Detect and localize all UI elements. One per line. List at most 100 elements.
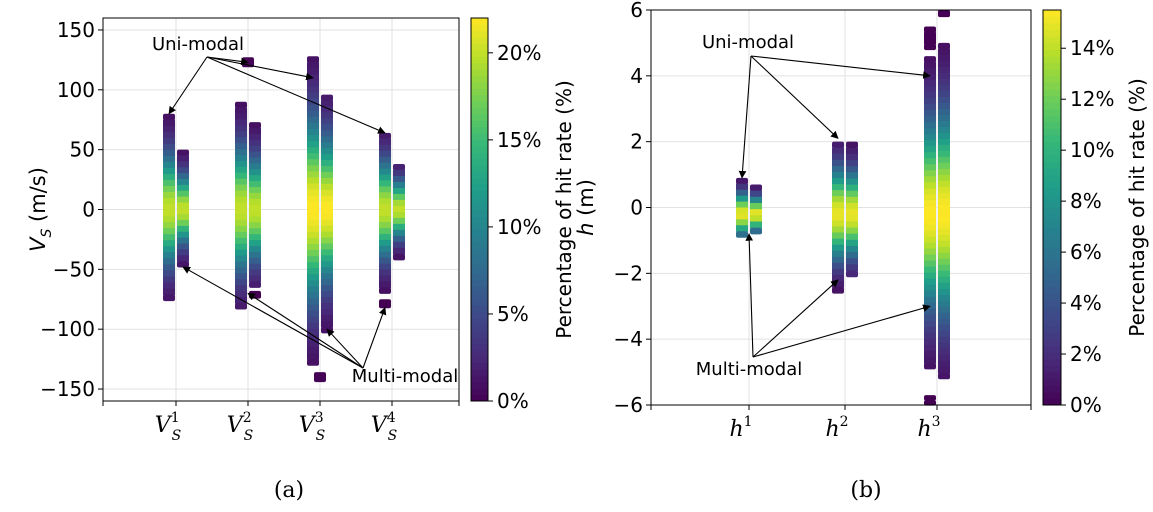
heat-cell xyxy=(938,186,950,194)
heat-cell xyxy=(938,168,950,176)
heat-cell xyxy=(938,102,950,110)
heat-cell xyxy=(321,130,333,137)
colorbar-segment xyxy=(1043,49,1061,57)
heat-cell xyxy=(307,128,319,136)
heat-cell xyxy=(924,284,936,292)
colorbar-segment xyxy=(1043,260,1061,268)
heat-cell xyxy=(846,141,858,149)
heat-cell xyxy=(938,90,950,98)
colorbar-segment xyxy=(1043,293,1061,301)
heat-cell xyxy=(379,180,391,187)
heat-cell xyxy=(235,149,247,156)
y-axis-label: VS (m/s) xyxy=(26,167,55,252)
colorbar-segment xyxy=(471,260,488,268)
heat-cell xyxy=(379,204,391,211)
colorbar-segment xyxy=(1043,36,1061,44)
heat-cell xyxy=(924,56,936,63)
heat-cell xyxy=(924,332,936,340)
heat-cell xyxy=(177,255,189,262)
panel-b: −6 −4 −2 0 2 4 6 h1 h2 h3 h (m) 0% 2% 4% 6% 8% 10% 12% 14%… xyxy=(574,0,1149,503)
heat-cell xyxy=(736,207,748,215)
colorbar-segment xyxy=(471,292,488,300)
heat-cell xyxy=(924,152,936,159)
heat-cell xyxy=(163,288,175,296)
heat-cell xyxy=(938,48,950,56)
heat-cell xyxy=(163,222,175,229)
heat-cell xyxy=(736,201,748,209)
heat-cell xyxy=(321,154,333,161)
heat-cell xyxy=(832,147,844,155)
heat-cell xyxy=(846,190,858,198)
heat-cell xyxy=(832,238,844,246)
heat-cell xyxy=(177,196,189,204)
heat-cell xyxy=(393,217,405,225)
heat-cell xyxy=(924,212,936,220)
heat-cell xyxy=(321,100,333,108)
heat-cell xyxy=(938,144,950,152)
colorbar-label: Percentage of hit rate (%) xyxy=(1125,78,1149,337)
heat-cell xyxy=(924,278,936,286)
colorbar-segment xyxy=(471,305,488,313)
colorbar-tick-label: 10% xyxy=(1070,138,1114,162)
heat-cell xyxy=(832,153,844,161)
colorbar-segment xyxy=(471,94,488,102)
heat-cell xyxy=(163,143,175,151)
heat-cell xyxy=(938,366,950,374)
heat-cell xyxy=(750,196,762,204)
colorbar-segment xyxy=(471,318,488,325)
colorbar-tick-label: 8% xyxy=(1070,189,1102,213)
heat-cell xyxy=(924,98,936,105)
heat-cell xyxy=(177,249,189,256)
heat-cell xyxy=(307,352,319,360)
heat-cell xyxy=(924,290,936,298)
heat-cell xyxy=(750,227,762,235)
colorbar-segment xyxy=(1043,95,1061,103)
heat-cell xyxy=(249,192,261,200)
heat-cell xyxy=(938,234,950,242)
heat-cell xyxy=(307,292,319,300)
heat-cell xyxy=(846,166,858,173)
colorbar-segment xyxy=(1043,187,1061,195)
heat-cell xyxy=(379,251,391,259)
heat-cell xyxy=(321,189,333,197)
heat-cell xyxy=(307,207,319,215)
colorbar-segment xyxy=(1043,128,1061,136)
heat-cell xyxy=(235,249,247,257)
heat-cell xyxy=(163,204,175,211)
heat-cell xyxy=(321,166,333,173)
heat-cell xyxy=(924,230,936,238)
heat-cell xyxy=(938,174,950,182)
heat-cell xyxy=(307,56,319,63)
heat-cell xyxy=(163,264,175,271)
colorbar-segment xyxy=(1043,56,1061,64)
heat-cell xyxy=(321,320,333,328)
heat-cell xyxy=(924,395,936,401)
heat-cell xyxy=(307,153,319,160)
colorbar-tick-label: 0% xyxy=(1070,393,1102,417)
heat-cell xyxy=(177,225,189,233)
colorbar-segment xyxy=(471,120,488,128)
heat-cell xyxy=(307,68,319,76)
panel-caption: (b) xyxy=(850,478,881,503)
heat-cell xyxy=(235,261,247,269)
colorbar-segment xyxy=(471,298,488,306)
heat-cell xyxy=(163,258,175,265)
heat-cell xyxy=(163,113,175,121)
y-tick-label: 0 xyxy=(630,196,643,220)
heat-cell xyxy=(924,182,936,189)
colorbar-segment xyxy=(1043,16,1061,24)
heat-cell xyxy=(321,207,333,215)
heat-cell xyxy=(177,161,189,168)
heat-cell xyxy=(924,170,936,177)
heat-cell xyxy=(379,156,391,164)
colorbar-segment xyxy=(471,330,488,338)
colorbar-segment xyxy=(471,62,488,70)
colorbar-segment xyxy=(1043,102,1061,110)
heat-cell xyxy=(379,198,391,205)
heat-cell xyxy=(938,72,950,80)
heat-cell xyxy=(938,54,950,62)
colorbar-segment xyxy=(1043,42,1061,50)
colorbar-segment xyxy=(1043,253,1061,261)
colorbar-segment xyxy=(1043,233,1061,241)
x-tick-label: V4 S xyxy=(371,410,397,444)
